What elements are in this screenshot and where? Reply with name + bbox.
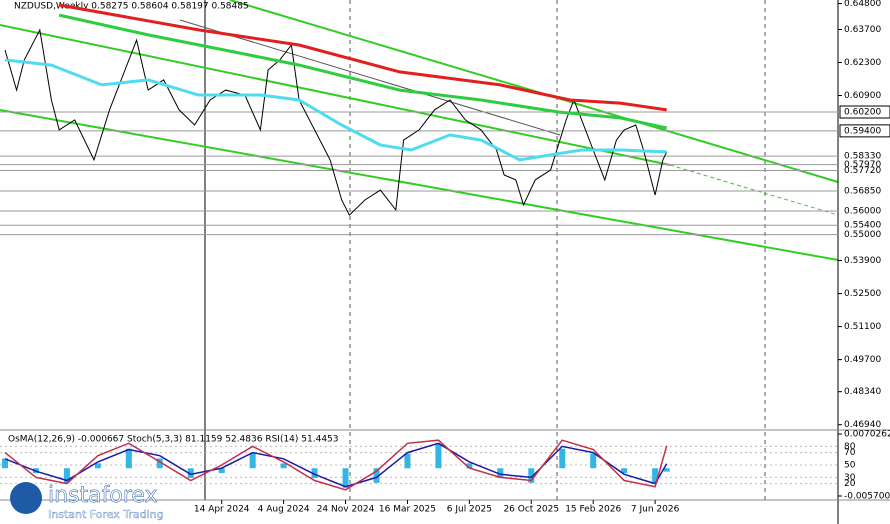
y-tick-label: 0.51100 (844, 322, 881, 332)
osma-bar (280, 463, 287, 469)
price-line (58, 13, 668, 130)
x-tick-label: 14 Apr 2024 (194, 505, 250, 515)
level-label: 0.59400 (844, 126, 881, 136)
level-label: 0.57720 (844, 166, 881, 176)
level-label-box (839, 124, 890, 138)
indicator-title: OsMA(12,26,9) -0.000667 Stoch(5,3,3) 81.… (8, 435, 339, 445)
y-tick-label: 0.64800 (844, 0, 881, 9)
y-tick-label: -0.0057000 (844, 492, 890, 502)
y-tick-label: 0.52500 (844, 289, 881, 299)
level-label: 0.57970 (844, 160, 881, 170)
y2-tick-label: 80 (844, 442, 856, 452)
oscillator-line (4, 442, 668, 488)
osma-bar (2, 458, 8, 469)
price-line (4, 28, 668, 216)
osma-bar (311, 468, 318, 478)
osma-bar (373, 468, 380, 483)
trend-line (669, 164, 839, 216)
y2-tick-label: 70 (844, 448, 856, 458)
chart-title: NZDUSD,Weekly 0.58275 0.58604 0.58197 0.… (14, 2, 249, 12)
level-label: 0.56850 (844, 187, 881, 197)
osma-bar (404, 453, 411, 469)
level-label: 0.60200 (844, 108, 881, 118)
osma-bar (559, 448, 566, 469)
y-tick-label: 0.62300 (844, 58, 881, 68)
osma-bar (652, 468, 659, 483)
logo-tagline: Instant Forex Trading (48, 508, 164, 521)
osma-bar (528, 468, 535, 483)
level-label-box (839, 105, 890, 119)
logo-icon (10, 482, 42, 514)
y-tick-label: 0.48340 (844, 387, 881, 397)
osma-bar (63, 468, 70, 483)
osma-bar (342, 468, 349, 488)
y-tick-label: 0.46940 (844, 420, 881, 430)
y-tick-label: 0.60900 (844, 91, 881, 101)
y2-tick-label: 50 (844, 461, 856, 471)
osma-bar (187, 468, 194, 478)
osma-bar (94, 463, 101, 469)
level-label: 0.58330 (844, 152, 881, 162)
osma-bar (218, 468, 225, 474)
trend-line (179, 19, 561, 136)
osma-bar (249, 453, 256, 469)
y-tick-label: 0.0070262 (844, 430, 890, 440)
y-tick-label: 0.49700 (844, 355, 881, 365)
osma-bar (497, 468, 504, 478)
logo-text: instaforex (48, 483, 158, 508)
osma-bar (125, 448, 132, 469)
y-tick-label: 0.53900 (844, 256, 881, 266)
osma-bar (156, 458, 163, 469)
osma-bar (435, 443, 442, 469)
logo: instaforex Instant Forex Trading (10, 482, 164, 521)
x-tick-label: 16 Mar 2025 (379, 505, 436, 515)
osma-bar (466, 463, 473, 469)
price-line (58, 3, 667, 112)
x-tick-label: 7 Jun 2026 (631, 505, 680, 515)
x-tick-label: 6 Jul 2025 (447, 505, 492, 515)
osma-bar (663, 468, 670, 472)
x-tick-label: 24 Nov 2024 (317, 505, 375, 515)
y-tick-label: 0.63700 (844, 25, 881, 35)
oscillator-line (4, 439, 668, 491)
level-label: 0.56000 (844, 207, 881, 217)
osma-bar (590, 453, 597, 469)
osma-bar (621, 468, 628, 474)
y2-tick-label: 20 (844, 479, 856, 489)
x-tick-label: 15 Feb 2026 (565, 505, 621, 515)
price-line (4, 58, 667, 162)
x-tick-label: 4 Aug 2024 (258, 505, 310, 515)
x-tick-label: 26 Oct 2025 (503, 505, 559, 515)
price-panel (0, 0, 839, 500)
level-label: 0.55400 (844, 221, 881, 231)
level-label: 0.55000 (844, 230, 881, 240)
trend-line (0, 24, 671, 166)
y2-tick-label: 30 (844, 473, 856, 483)
